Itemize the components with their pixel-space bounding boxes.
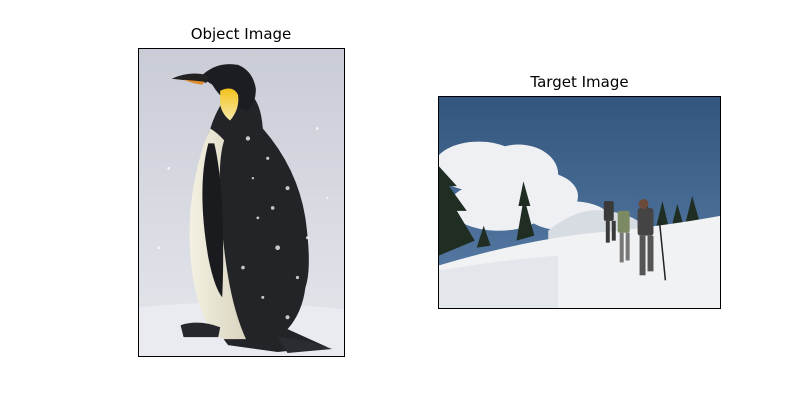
target-image-frame bbox=[438, 96, 721, 309]
object-image-frame bbox=[138, 48, 345, 357]
target-image-title: Target Image bbox=[530, 73, 629, 91]
hikers-snow-image bbox=[439, 97, 720, 308]
penguin-image bbox=[139, 49, 344, 356]
object-image-title: Object Image bbox=[190, 25, 292, 43]
